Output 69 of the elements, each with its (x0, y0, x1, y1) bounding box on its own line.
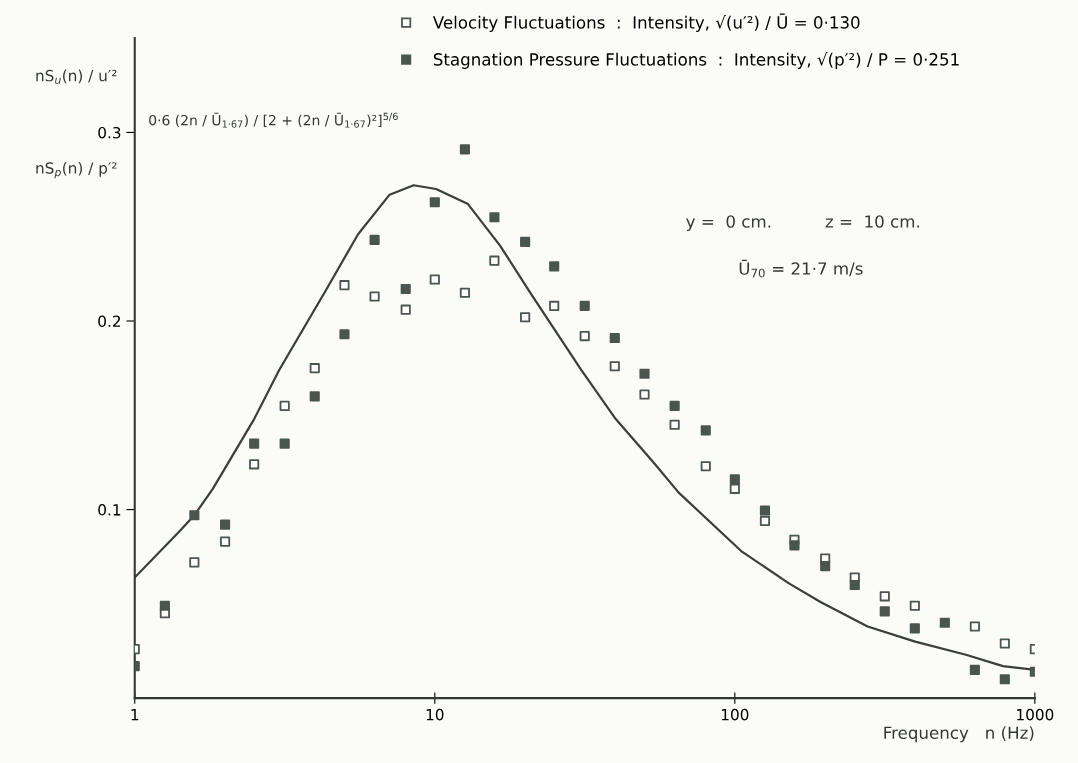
point (879, 591, 890, 602)
point (969, 621, 980, 632)
point (249, 459, 260, 470)
x-tick-label: 10 (426, 708, 444, 721)
point (549, 300, 560, 311)
point (369, 234, 380, 245)
point (759, 505, 771, 516)
y-tick-label: 0.2 (98, 315, 121, 328)
point (669, 419, 680, 430)
point (520, 312, 531, 323)
point (220, 519, 231, 530)
point (729, 483, 740, 494)
point (279, 438, 290, 449)
point (969, 664, 980, 675)
point (700, 425, 711, 436)
point (999, 674, 1010, 685)
point (309, 363, 320, 374)
legend-label: Stagnation Pressure Fluctuations : Intensity, √(p′²) / P = 0·251 (433, 51, 959, 69)
point (520, 236, 531, 247)
point (789, 540, 800, 551)
text: 0·6 (2n / Ū$_{1·67}$) / [2 + (2n / Ū$_{1·67}$)²]$^{5/6}$ (149, 112, 398, 128)
annotation: Ū$_{70}$ = 21·7 m/s (739, 259, 863, 278)
point (400, 304, 411, 315)
point (489, 255, 500, 266)
point (159, 600, 170, 611)
x-axis-title: Frequency n (Hz) (884, 726, 1034, 743)
point (579, 331, 590, 342)
point (669, 400, 680, 411)
point (249, 438, 260, 449)
point (609, 361, 620, 372)
point (339, 329, 350, 340)
point (189, 510, 200, 521)
point (639, 368, 650, 379)
x-tick-label: 100 (721, 708, 749, 721)
point (459, 287, 470, 298)
point (759, 515, 771, 526)
point (909, 600, 920, 611)
point (700, 461, 711, 472)
point (459, 144, 470, 155)
y-tick-label: 0.3 (98, 126, 121, 139)
point (339, 280, 350, 291)
point (369, 291, 380, 302)
point (729, 474, 740, 485)
annotation: y = 0 cm. (686, 215, 771, 232)
point (489, 212, 500, 223)
y-tick-label: 0.1 (98, 504, 121, 516)
y-axis-title: nS$_{u}$(n) / u′² (36, 69, 117, 84)
x-tick-label: 1000 (1017, 708, 1054, 721)
point (879, 606, 890, 617)
point (549, 261, 560, 272)
text: nS$_{p}$(n) / p′² (36, 161, 117, 179)
point (579, 300, 590, 311)
point (309, 391, 320, 402)
point (429, 197, 440, 208)
point (939, 617, 950, 628)
legend-label: Velocity Fluctuations : Intensity, √(u′²) / Ū = 0·130 (432, 13, 860, 32)
x-tick-label: 1 (131, 709, 139, 721)
point (609, 332, 620, 344)
point (400, 283, 411, 295)
point (639, 389, 650, 400)
point (279, 400, 290, 411)
point (999, 638, 1010, 649)
point (220, 536, 231, 547)
point (820, 561, 831, 572)
annotation: z = 10 cm. (825, 215, 919, 228)
point (909, 623, 920, 634)
point (189, 557, 200, 568)
point (429, 274, 440, 285)
point (849, 579, 860, 591)
